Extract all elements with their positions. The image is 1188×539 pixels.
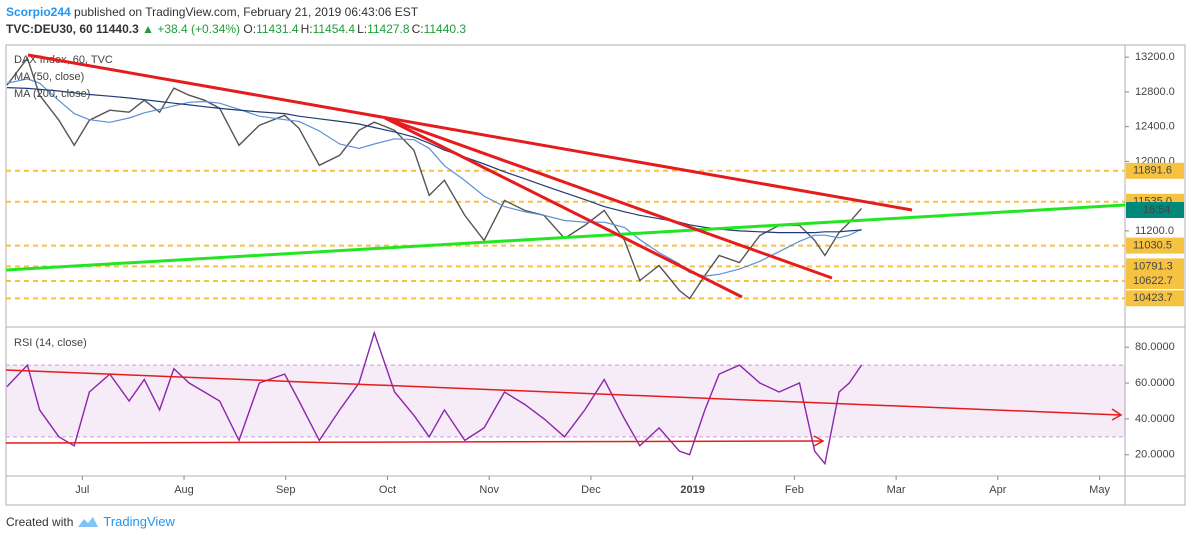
level-label: 11030.5 bbox=[1133, 240, 1172, 252]
level-tag bbox=[1126, 273, 1184, 290]
ohlc-label: O: bbox=[243, 22, 257, 36]
published: published on TradingView.com, February 2… bbox=[74, 5, 419, 19]
arrow-head bbox=[813, 435, 825, 447]
trend-line bbox=[27, 53, 913, 212]
x-tick-label: May bbox=[1089, 484, 1110, 496]
change: ▲ +38.4 (+0.34%) bbox=[142, 22, 241, 36]
level-tag bbox=[1126, 237, 1184, 254]
series-line bbox=[6, 330, 863, 466]
ohlc: O:11431.4 H:11454.4 L:11427.8 C:11440.3 bbox=[243, 22, 468, 36]
legend-entry: RSI (14, close) bbox=[14, 337, 87, 349]
trend-line bbox=[5, 203, 1126, 272]
x-tick-label: Mar bbox=[887, 484, 906, 496]
logo[interactable] bbox=[77, 515, 99, 529]
y-tick-label: 12400.0 bbox=[1135, 121, 1175, 133]
created-with: Created with bbox=[6, 514, 74, 529]
last-price-tag bbox=[1126, 202, 1184, 219]
x-tick-label: Oct bbox=[379, 484, 396, 496]
y-tick-label: 20.0000 bbox=[1135, 449, 1175, 461]
x-tick-label: Sep bbox=[276, 484, 296, 496]
y-tick-label: 13200.0 bbox=[1135, 51, 1175, 63]
y-tick-label: 12800.0 bbox=[1135, 86, 1175, 98]
x-tick-label: Nov bbox=[479, 484, 499, 496]
x-tick-label: Apr bbox=[989, 484, 1006, 496]
symbol: TVC:DEU30, 60 bbox=[6, 22, 93, 36]
ohlc-value: 11440.3 bbox=[423, 22, 467, 36]
series-line bbox=[6, 87, 862, 234]
symbol-line: TVC:DEU30, 60 11440.3 ▲ +38.4 (+0.34%) O… bbox=[6, 22, 468, 36]
legend-entry: MA (50, close) bbox=[14, 71, 84, 83]
y-tick-label: 40.0000 bbox=[1135, 413, 1175, 425]
x-tick-label: Jul bbox=[75, 484, 89, 496]
y-tick-label: 80.0000 bbox=[1135, 341, 1175, 353]
y-tick-label: 60.0000 bbox=[1135, 377, 1175, 389]
publisher[interactable]: Scorpio244 bbox=[6, 5, 71, 19]
ohlc-label: C: bbox=[411, 22, 424, 36]
trend-line bbox=[384, 116, 833, 280]
last-price: 11440.3 bbox=[96, 22, 139, 36]
x-tick-label: Dec bbox=[581, 484, 601, 496]
x-tick-label: Feb bbox=[785, 484, 804, 496]
brand[interactable]: TradingView bbox=[103, 514, 175, 529]
x-tick-label: Aug bbox=[174, 484, 194, 496]
level-label: 11891.6 bbox=[1133, 165, 1172, 177]
footer: Created with TradingView bbox=[6, 514, 175, 529]
frame bbox=[5, 44, 1186, 506]
level-label: 10791.3 bbox=[1133, 260, 1173, 272]
y-tick-label: 11200.0 bbox=[1135, 225, 1174, 237]
chart: 13200.012800.012400.012000.011200.011891… bbox=[5, 44, 1186, 506]
level-label: 10622.7 bbox=[1133, 275, 1173, 287]
price-pane: 13200.012800.012400.012000.011200.011891… bbox=[6, 51, 1184, 307]
level-tag bbox=[1126, 290, 1184, 307]
ohlc-value: 11454.4 bbox=[312, 22, 356, 36]
ohlc-label: L: bbox=[357, 22, 368, 36]
x-tick-label: 2019 bbox=[680, 484, 704, 496]
legend-entry: MA (200, close) bbox=[14, 88, 90, 100]
ohlc-value: 11431.4 bbox=[256, 22, 299, 36]
rsi-trend-line bbox=[5, 440, 823, 444]
ohlc-value: 11427.8 bbox=[367, 22, 410, 36]
drawings bbox=[5, 53, 1126, 447]
last-price-label: 16:54 bbox=[1143, 204, 1171, 216]
series-line bbox=[6, 78, 862, 277]
publish-line: Scorpio244 published on TradingView.com,… bbox=[6, 5, 418, 19]
level-label: 10423.7 bbox=[1133, 292, 1173, 304]
rsi-trend-line bbox=[5, 369, 1121, 416]
trend-line bbox=[384, 116, 743, 299]
ohlc-label: H: bbox=[300, 22, 313, 36]
level-tag bbox=[1126, 162, 1184, 179]
rsi-band bbox=[6, 365, 1125, 437]
level-tag bbox=[1126, 258, 1184, 275]
arrow-head bbox=[1111, 408, 1123, 421]
series-line bbox=[6, 56, 863, 300]
